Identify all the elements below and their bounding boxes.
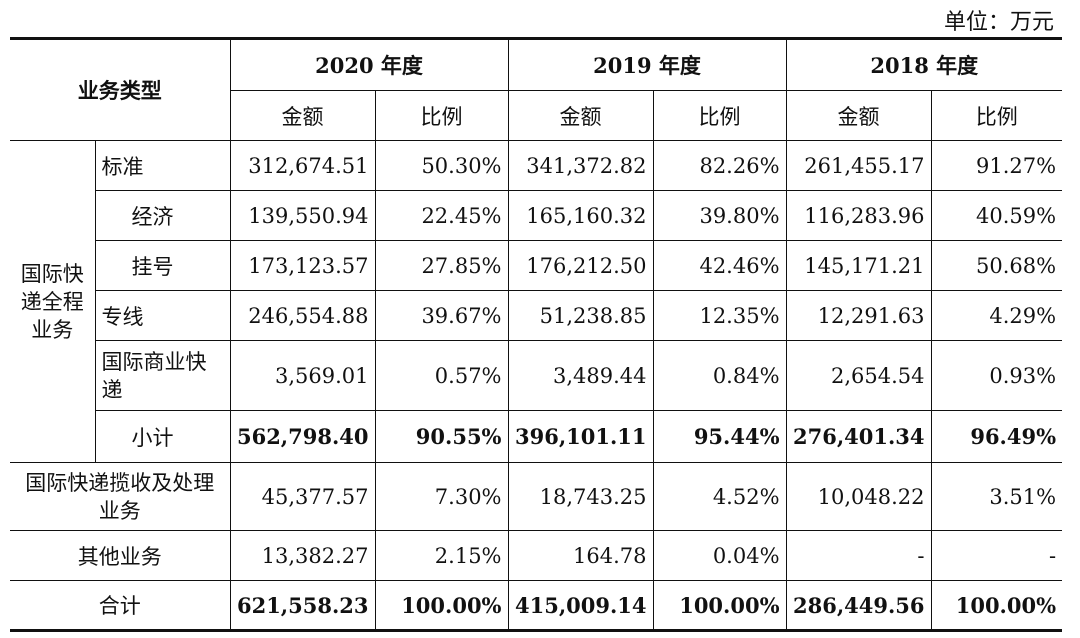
row-label: 国际商业快递 — [95, 340, 231, 411]
amount-cell: 286,449.56 — [785, 580, 932, 631]
table-row: 国际快递揽收及处理业务 45,377.57 7.30% 18,743.25 4.… — [10, 462, 1063, 531]
amount-header: 金额 — [785, 90, 932, 141]
ratio-cell: 4.52% — [652, 462, 787, 531]
row-label: 其他业务 — [10, 530, 231, 581]
ratio-cell: 91.27% — [930, 140, 1063, 191]
header-row-years: 业务类型 2020 年度 2019 年度 2018 年度 — [10, 38, 1063, 141]
ratio-cell: 0.04% — [652, 530, 787, 581]
amount-cell: 145,171.21 — [785, 240, 932, 291]
table-row: 其他业务 13,382.27 2.15% 164.78 0.04% - - — [10, 530, 1063, 581]
ratio-cell: 100.00% — [930, 580, 1063, 631]
year-header-2020: 2020 年度 — [229, 38, 509, 91]
row-label: 标准 — [94, 140, 231, 191]
amount-cell: 3,569.01 — [229, 340, 376, 411]
group-label: 国际快递全程业务 — [10, 140, 96, 463]
table-row: 国际快递全程业务 标准 312,674.51 50.30% 341,372.82… — [10, 140, 1063, 463]
ratio-cell: 12.35% — [652, 290, 787, 341]
ratio-cell: 7.30% — [374, 462, 509, 531]
amount-header: 金额 — [230, 90, 376, 141]
ratio-cell: 0.57% — [374, 340, 509, 411]
amount-cell: 173,123.57 — [229, 240, 376, 291]
ratio-cell: 100.00% — [652, 580, 787, 631]
amount-cell: 396,101.11 — [507, 410, 654, 463]
ratio-cell: - — [930, 530, 1063, 581]
unit-label: 单位：万元 — [943, 10, 1054, 35]
table-row: 挂号 173,123.57 27.85% 176,212.50 42.46% 1… — [10, 240, 1063, 291]
amount-cell: 246,554.88 — [229, 290, 376, 341]
year-header-2018: 2018 年度 — [785, 38, 1063, 91]
row-label: 合计 — [10, 580, 231, 631]
ratio-cell: 22.45% — [374, 190, 509, 241]
ratio-cell: 4.29% — [930, 290, 1063, 341]
ratio-cell: 95.44% — [652, 410, 787, 463]
ratio-cell: 0.93% — [930, 340, 1063, 411]
row-label: 挂号 — [95, 240, 231, 291]
amount-cell: 3,489.44 — [507, 340, 654, 411]
row-label: 专线 — [95, 290, 231, 341]
amount-cell: 341,372.82 — [507, 140, 654, 191]
business-type-header: 业务类型 — [10, 38, 231, 141]
ratio-cell: 39.80% — [652, 190, 787, 241]
ratio-cell: 82.26% — [652, 140, 787, 191]
amount-cell: 562,798.40 — [229, 410, 376, 463]
row-label: 经济 — [95, 190, 231, 241]
ratio-cell: 0.84% — [652, 340, 787, 411]
subtotal-row: 小计 562,798.40 90.55% 396,101.11 95.44% 2… — [10, 410, 1063, 463]
amount-cell: 18,743.25 — [507, 462, 654, 531]
amount-cell: 51,238.85 — [507, 290, 654, 341]
ratio-cell: 27.85% — [374, 240, 509, 291]
amount-cell: 415,009.14 — [507, 580, 654, 631]
amount-cell: 45,377.57 — [229, 462, 376, 531]
amount-cell: 312,674.51 — [229, 140, 376, 191]
ratio-header: 比例 — [930, 90, 1063, 141]
ratio-cell: 100.00% — [374, 580, 509, 631]
table-row: 经济 139,550.94 22.45% 165,160.32 39.80% 1… — [10, 190, 1063, 241]
ratio-header: 比例 — [652, 90, 787, 141]
ratio-cell: 40.59% — [930, 190, 1063, 241]
amount-cell: 621,558.23 — [229, 580, 376, 631]
business-revenue-table: 业务类型 2020 年度 2019 年度 2018 年度 金额 比例 金额 比例… — [10, 37, 1063, 632]
amount-cell: 139,550.94 — [229, 190, 376, 241]
ratio-cell: 96.49% — [930, 410, 1063, 463]
ratio-cell: 90.55% — [374, 410, 509, 463]
amount-cell: 165,160.32 — [507, 190, 654, 241]
ratio-cell: 42.46% — [652, 240, 787, 291]
amount-cell: 116,283.96 — [785, 190, 932, 241]
amount-cell: 13,382.27 — [229, 530, 376, 581]
table-row: 国际商业快递 3,569.01 0.57% 3,489.44 0.84% 2,6… — [10, 340, 1063, 411]
ratio-cell: 50.68% — [930, 240, 1063, 291]
amount-cell: 12,291.63 — [785, 290, 932, 341]
year-header-2019: 2019 年度 — [507, 38, 787, 91]
total-row: 合计 621,558.23 100.00% 415,009.14 100.00%… — [10, 580, 1063, 631]
row-label: 小计 — [95, 410, 231, 463]
amount-cell: 261,455.17 — [785, 140, 932, 191]
amount-cell: 164.78 — [507, 530, 654, 581]
table-row: 专线 246,554.88 39.67% 51,238.85 12.35% 12… — [10, 290, 1063, 341]
amount-cell: 10,048.22 — [785, 462, 932, 531]
amount-cell: 276,401.34 — [785, 410, 932, 463]
ratio-cell: 2.15% — [374, 530, 509, 581]
amount-cell: 176,212.50 — [507, 240, 654, 291]
ratio-cell: 3.51% — [930, 462, 1063, 531]
ratio-cell: 39.67% — [374, 290, 509, 341]
ratio-cell: 50.30% — [374, 140, 509, 191]
amount-cell: - — [785, 530, 932, 581]
amount-cell: 2,654.54 — [785, 340, 932, 411]
header-row-metrics: 金额 比例 金额 比例 金额 比例 — [10, 90, 1063, 141]
ratio-header: 比例 — [374, 90, 509, 141]
amount-header: 金额 — [507, 90, 654, 141]
row-label: 国际快递揽收及处理业务 — [10, 462, 231, 531]
